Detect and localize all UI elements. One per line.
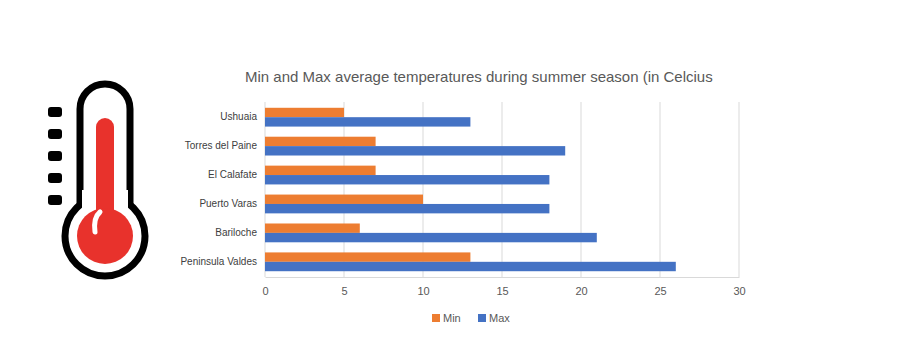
x-tick-label: 30 [733,285,745,297]
icon-bulb [77,208,133,264]
grid-line [423,102,424,277]
x-tick-label: 5 [341,285,347,297]
icon-tick [48,151,62,161]
y-tick-label: Ushuaia [220,111,257,122]
y-tick: Peninsula Valdes [180,256,265,267]
chart-title: Min and Max average temperatures during … [245,68,713,85]
icon-shine [95,212,100,232]
x-tick: 0 [262,277,268,297]
y-tick-label: Peninsula Valdes [180,256,257,267]
x-tick-label: 0 [262,285,268,297]
grid-line [344,102,345,277]
x-tick: 5 [341,277,347,297]
legend-label: Min [443,312,461,324]
x-tick: 10 [417,277,429,297]
x-tick-label: 15 [496,285,508,297]
bar [265,146,565,155]
bar [265,262,676,271]
legend-item: Max [478,312,510,324]
y-axis: Ushuaia Torres del Paine El Calafate Puerto… [180,103,265,278]
x-tick-label: 25 [654,285,666,297]
y-tick-label: El Calafate [208,169,257,180]
bar [265,166,376,175]
bar [265,233,597,242]
icon-tick [48,107,62,117]
bar [265,195,423,204]
x-axis-line [266,277,740,278]
bar [265,137,376,146]
x-tick: 25 [654,277,666,297]
legend-swatch [432,314,440,322]
y-tick: El Calafate [208,169,265,180]
y-tick: Puerto Varas [199,198,265,209]
legend-swatch [478,314,486,322]
y-tick-label: Bariloche [215,227,257,238]
y-tick: Bariloche [215,227,265,238]
thermometer-icon [48,84,145,276]
x-tick-label: 20 [575,285,587,297]
bar [265,108,344,117]
grid [265,102,739,277]
x-tick: 30 [733,277,745,297]
bar [265,252,470,261]
bar [265,117,470,126]
bar [265,175,549,184]
grid-line [265,102,266,277]
bars [265,108,676,271]
icon-tick [48,173,62,183]
y-tick: Ushuaia [220,111,265,122]
x-tick: 15 [496,277,508,297]
chart: Min and Max average temperatures during … [0,0,901,346]
icon-tick [48,129,62,139]
grid-line [660,102,661,277]
x-tick-label: 10 [417,285,429,297]
icon-tick [48,195,62,205]
legend: Min Max [432,312,510,324]
legend-label: Max [489,312,510,324]
bar [265,204,549,213]
y-tick-label: Torres del Paine [185,140,258,151]
x-axis: 0 5 10 15 20 25 30 [262,277,745,297]
x-tick: 20 [575,277,587,297]
grid-line [581,102,582,277]
y-tick: Torres del Paine [185,140,265,151]
legend-item: Min [432,312,461,324]
icon-bulb-outline [65,196,145,276]
grid-line [502,102,503,277]
y-axis-line [265,103,266,278]
bar [265,223,360,232]
y-tick-label: Puerto Varas [199,198,257,209]
grid-line [739,102,740,277]
